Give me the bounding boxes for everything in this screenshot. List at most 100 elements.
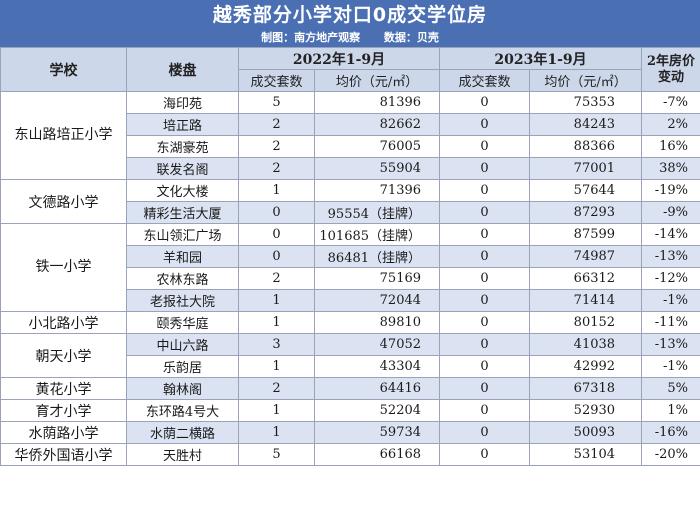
school-cell: 水荫路小学 — [0, 421, 127, 444]
price-change-cell: -1% — [641, 289, 700, 312]
header-deals-2023: 成交套数 — [439, 69, 531, 92]
deals-2022-cell: 2 — [238, 377, 315, 400]
deals-2023-cell: 0 — [439, 91, 531, 114]
price-2022-cell: 55904 — [313, 157, 441, 180]
estate-cell: 颐秀华庭 — [126, 311, 239, 334]
table-row: 水荫路小学 水荫二横路 1 59734 0 50093 -16% — [0, 421, 700, 444]
school-cell: 黄花小学 — [0, 377, 127, 400]
deals-2023-cell: 0 — [439, 113, 531, 136]
table-row: 羊和园 0 86481（挂牌） 0 74987 -13% — [1, 245, 700, 268]
deals-2022-cell: 5 — [238, 91, 315, 114]
estate-cell: 羊和园 — [126, 245, 239, 268]
price-2023-cell: 75353 — [529, 91, 643, 114]
estate-cell: 东湖豪苑 — [126, 135, 239, 158]
table-row: 文德路小学 文化大楼 1 71396 0 57644 -19% — [0, 179, 700, 224]
price-2022-cell: 72044 — [313, 289, 441, 312]
deals-2023-cell: 0 — [439, 333, 531, 356]
table-row: 联发名阁 2 55904 0 77001 38% — [1, 157, 700, 180]
school-cell: 华侨外国语小学 — [0, 443, 127, 466]
deals-2022-cell: 0 — [238, 201, 315, 224]
header-avg-price-2023: 均价（元/㎡） — [529, 69, 643, 92]
price-2023-cell: 52930 — [529, 399, 643, 422]
deals-2022-cell: 1 — [238, 311, 315, 334]
school-cell: 朝天小学 — [0, 333, 127, 378]
price-change-cell: -20% — [641, 443, 700, 466]
estate-cell: 乐韵居 — [126, 355, 239, 378]
price-2023-cell: 53104 — [529, 443, 643, 466]
deals-2022-cell: 1 — [238, 289, 315, 312]
price-2023-cell: 67318 — [529, 377, 643, 400]
deals-2022-cell: 2 — [238, 157, 315, 180]
price-2022-cell: 76005 — [313, 135, 441, 158]
price-2022-cell: 81396 — [313, 91, 441, 114]
price-change-cell: -16% — [641, 421, 700, 444]
price-2023-cell: 57644 — [529, 179, 643, 202]
price-2023-cell: 41038 — [529, 333, 643, 356]
table-row: 黄花小学 翰林阁 2 64416 0 67318 5% — [0, 377, 700, 400]
price-change-cell: -9% — [641, 201, 700, 224]
table-row: 华侨外国语小学 天胜村 5 66168 0 53104 -20% — [0, 443, 700, 466]
credit-line: 制图：南方地产观察 数据：贝壳 — [0, 30, 700, 47]
school-housing-table: 学校 楼盘 2022年1-9月 2023年1-9月 2年房价变动 成交套数 均价… — [0, 47, 700, 466]
price-2023-cell: 74987 — [529, 245, 643, 268]
estate-cell: 东山领汇广场 — [126, 223, 239, 246]
table-row: 铁一小学 东山领汇广场 0 101685（挂牌） 0 87599 -14% — [0, 223, 700, 312]
deals-2023-cell: 0 — [439, 377, 531, 400]
estate-cell: 东环路4号大 — [126, 399, 239, 422]
table-row: 农林东路 2 75169 0 66312 -12% — [1, 267, 700, 290]
price-2023-cell: 88366 — [529, 135, 643, 158]
price-2022-cell: 64416 — [313, 377, 441, 400]
price-change-cell: -12% — [641, 267, 700, 290]
deals-2023-cell: 0 — [439, 355, 531, 378]
price-change-cell: 2% — [641, 113, 700, 136]
price-2022-cell: 75169 — [313, 267, 441, 290]
estate-cell: 联发名阁 — [126, 157, 239, 180]
producer-credit: 制图：南方地产观察 — [261, 31, 361, 44]
price-2022-cell: 86481（挂牌） — [313, 245, 441, 268]
estate-cell: 翰林阁 — [126, 377, 239, 400]
school-cell: 育才小学 — [0, 399, 127, 422]
price-2023-cell: 84243 — [529, 113, 643, 136]
estate-cell: 农林东路 — [126, 267, 239, 290]
deals-2022-cell: 1 — [238, 399, 315, 422]
deals-2023-cell: 0 — [439, 267, 531, 290]
price-change-cell: -13% — [641, 245, 700, 268]
price-2022-cell: 95554（挂牌） — [313, 201, 441, 224]
table-body: 东山路培正小学 海印苑 5 81396 0 75353 -7% 培正路 2 82662 0 84243… — [0, 91, 700, 466]
deals-2022-cell: 2 — [238, 113, 315, 136]
estate-cell: 水荫二横路 — [126, 421, 239, 444]
deals-2022-cell: 0 — [238, 223, 315, 246]
estate-cell: 精彩生活大厦 — [126, 201, 239, 224]
price-change-cell: 38% — [641, 157, 700, 180]
table-title: 越秀部分小学对口0成交学位房 — [0, 0, 700, 30]
school-cell: 铁一小学 — [0, 223, 127, 312]
header-deals-2022: 成交套数 — [238, 69, 315, 92]
price-change-cell: -19% — [641, 179, 700, 202]
price-change-cell: -11% — [641, 311, 700, 334]
deals-2023-cell: 0 — [439, 135, 531, 158]
data-source-credit: 数据：贝壳 — [383, 31, 439, 44]
price-2022-cell: 66168 — [313, 443, 441, 466]
deals-2023-cell: 0 — [439, 223, 531, 246]
header-avg-price-2022: 均价（元/㎡） — [313, 69, 441, 92]
price-change-cell: -7% — [641, 91, 700, 114]
deals-2022-cell: 5 — [238, 443, 315, 466]
price-change-cell: -14% — [641, 223, 700, 246]
price-2022-cell: 59734 — [313, 421, 441, 444]
estate-cell: 文化大楼 — [126, 179, 239, 202]
deals-2023-cell: 0 — [439, 443, 531, 466]
price-2022-cell: 43304 — [313, 355, 441, 378]
price-change-cell: 1% — [641, 399, 700, 422]
school-cell: 文德路小学 — [0, 179, 127, 224]
price-2022-cell: 71396 — [313, 179, 441, 202]
header-school: 学校 — [0, 47, 127, 92]
price-change-cell: -13% — [641, 333, 700, 356]
deals-2023-cell: 0 — [439, 289, 531, 312]
table-row: 朝天小学 中山六路 3 47052 0 41038 -13% — [0, 333, 700, 378]
deals-2022-cell: 0 — [238, 245, 315, 268]
price-2022-cell: 47052 — [313, 333, 441, 356]
deals-2022-cell: 2 — [238, 135, 315, 158]
price-2023-cell: 71414 — [529, 289, 643, 312]
header-period-2022: 2022年1-9月 — [237, 47, 441, 70]
price-2023-cell: 87599 — [529, 223, 643, 246]
